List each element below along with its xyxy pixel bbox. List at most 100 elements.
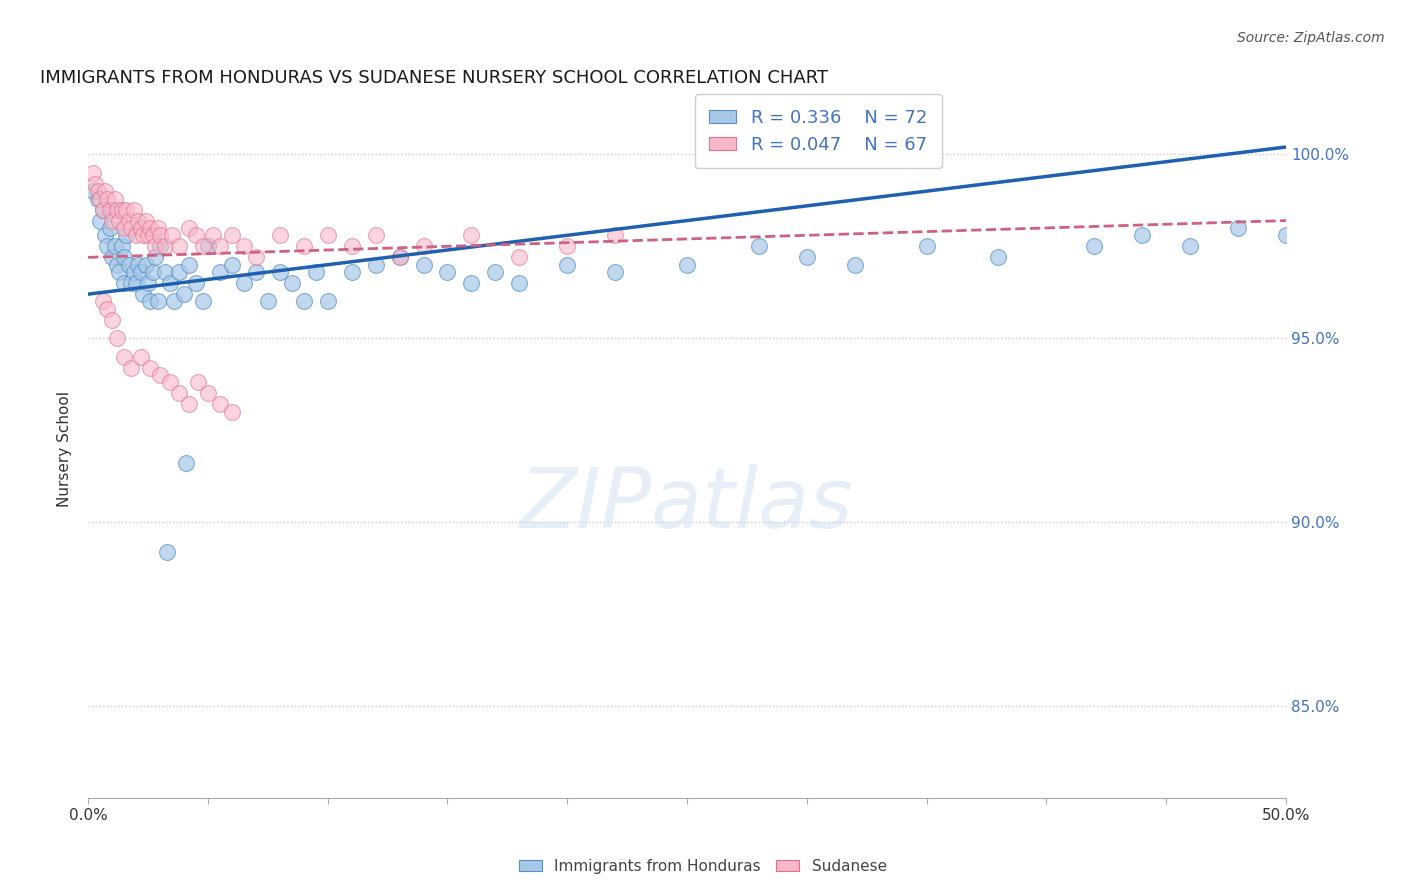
Point bbox=[460, 276, 482, 290]
Point bbox=[1083, 239, 1105, 253]
Point bbox=[98, 202, 121, 217]
Point bbox=[796, 251, 818, 265]
Point bbox=[676, 258, 699, 272]
Point bbox=[101, 202, 124, 217]
Point bbox=[120, 221, 142, 235]
Text: ZIPatlas: ZIPatlas bbox=[520, 464, 853, 545]
Point bbox=[269, 228, 291, 243]
Point bbox=[156, 544, 179, 558]
Point bbox=[915, 239, 938, 253]
Point bbox=[159, 276, 181, 290]
Point bbox=[340, 239, 363, 253]
Point bbox=[136, 228, 159, 243]
Point bbox=[197, 239, 219, 253]
Point bbox=[1227, 221, 1250, 235]
Point bbox=[101, 213, 124, 227]
Point bbox=[364, 258, 387, 272]
Point bbox=[108, 213, 131, 227]
Point bbox=[364, 228, 387, 243]
Point bbox=[125, 276, 148, 290]
Point bbox=[167, 386, 190, 401]
Point bbox=[484, 265, 506, 279]
Point bbox=[127, 258, 149, 272]
Point bbox=[844, 258, 866, 272]
Point bbox=[316, 294, 339, 309]
Point bbox=[96, 239, 118, 253]
Point bbox=[135, 258, 157, 272]
Point bbox=[115, 228, 138, 243]
Legend: R = 0.336    N = 72, R = 0.047    N = 67: R = 0.336 N = 72, R = 0.047 N = 67 bbox=[695, 95, 942, 169]
Point bbox=[89, 192, 111, 206]
Legend: Immigrants from Honduras, Sudanese: Immigrants from Honduras, Sudanese bbox=[513, 853, 893, 880]
Point bbox=[120, 276, 142, 290]
Point bbox=[232, 239, 254, 253]
Point bbox=[1275, 228, 1298, 243]
Point bbox=[245, 265, 267, 279]
Point bbox=[177, 397, 200, 411]
Point bbox=[1178, 239, 1201, 253]
Point bbox=[292, 239, 315, 253]
Point bbox=[388, 251, 411, 265]
Point bbox=[167, 239, 190, 253]
Point bbox=[127, 213, 149, 227]
Point bbox=[87, 192, 110, 206]
Point bbox=[187, 376, 209, 390]
Point bbox=[208, 239, 231, 253]
Point bbox=[103, 239, 125, 253]
Point bbox=[132, 287, 155, 301]
Point bbox=[292, 294, 315, 309]
Point bbox=[139, 221, 162, 235]
Point bbox=[153, 239, 176, 253]
Point bbox=[120, 360, 142, 375]
Text: Source: ZipAtlas.com: Source: ZipAtlas.com bbox=[1237, 31, 1385, 45]
Point bbox=[146, 221, 169, 235]
Point bbox=[112, 221, 135, 235]
Point bbox=[412, 239, 434, 253]
Point bbox=[96, 192, 118, 206]
Point bbox=[508, 251, 530, 265]
Point bbox=[605, 228, 627, 243]
Point bbox=[191, 294, 214, 309]
Point bbox=[149, 239, 172, 253]
Point bbox=[112, 276, 135, 290]
Point bbox=[143, 239, 166, 253]
Point bbox=[135, 213, 157, 227]
Point bbox=[82, 166, 104, 180]
Point bbox=[112, 251, 135, 265]
Point bbox=[436, 265, 458, 279]
Point bbox=[98, 221, 121, 235]
Point bbox=[177, 258, 200, 272]
Point bbox=[125, 228, 148, 243]
Point bbox=[105, 331, 128, 345]
Point bbox=[305, 265, 328, 279]
Point bbox=[163, 294, 186, 309]
Point bbox=[149, 228, 172, 243]
Point bbox=[221, 405, 243, 419]
Point bbox=[232, 276, 254, 290]
Y-axis label: Nursery School: Nursery School bbox=[58, 391, 72, 507]
Point bbox=[101, 251, 124, 265]
Point bbox=[84, 177, 107, 191]
Point bbox=[340, 265, 363, 279]
Point bbox=[87, 184, 110, 198]
Point bbox=[105, 258, 128, 272]
Point bbox=[388, 251, 411, 265]
Point bbox=[129, 265, 152, 279]
Point bbox=[987, 251, 1010, 265]
Point bbox=[139, 294, 162, 309]
Point bbox=[173, 287, 195, 301]
Point bbox=[108, 265, 131, 279]
Point bbox=[118, 258, 141, 272]
Point bbox=[748, 239, 770, 253]
Point bbox=[139, 360, 162, 375]
Point bbox=[149, 368, 172, 382]
Point bbox=[146, 294, 169, 309]
Point bbox=[197, 386, 219, 401]
Point bbox=[143, 251, 166, 265]
Point bbox=[316, 228, 339, 243]
Point bbox=[91, 294, 114, 309]
Point bbox=[221, 258, 243, 272]
Point bbox=[153, 265, 176, 279]
Point bbox=[176, 456, 198, 470]
Point bbox=[82, 184, 104, 198]
